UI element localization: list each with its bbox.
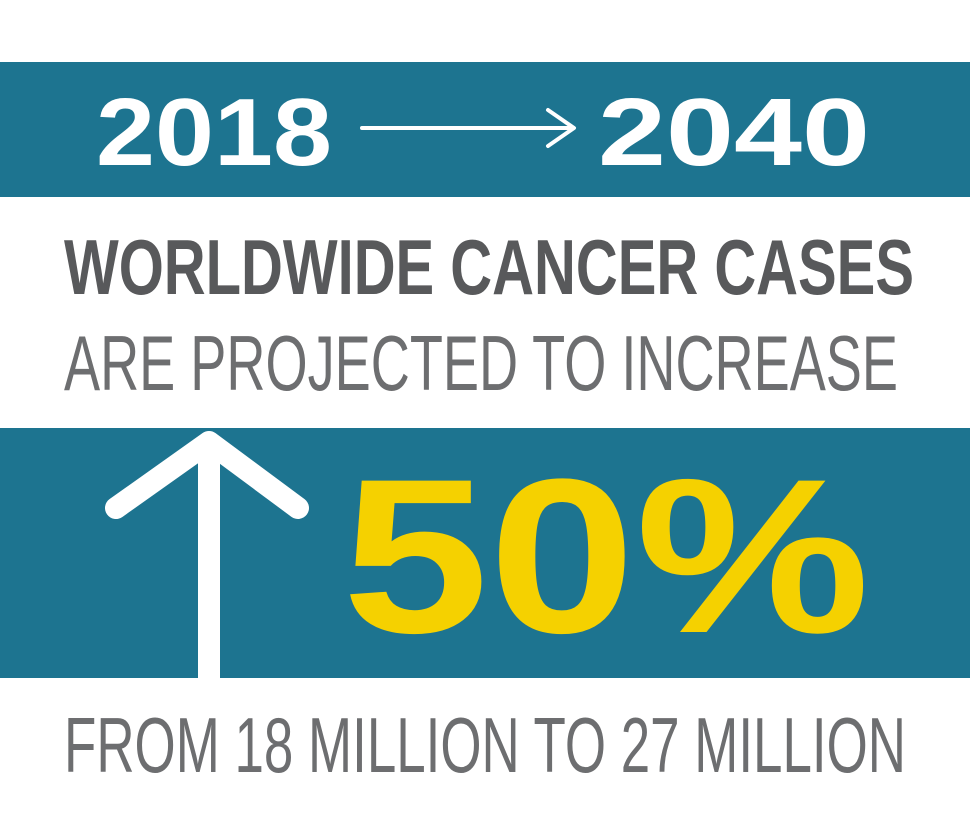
up-arrow — [105, 431, 309, 685]
end-year: 2040 — [598, 79, 870, 186]
detail: FROM 18 MILLION TO 27 MILLION — [64, 701, 906, 789]
increase-value: 50% — [342, 433, 870, 679]
headline: WORLDWIDE CANCER CASES — [64, 223, 914, 311]
timeline-arrow — [360, 108, 576, 148]
start-year: 2018 — [96, 79, 332, 186]
subline: ARE PROJECTED TO INCREASE — [64, 319, 898, 407]
